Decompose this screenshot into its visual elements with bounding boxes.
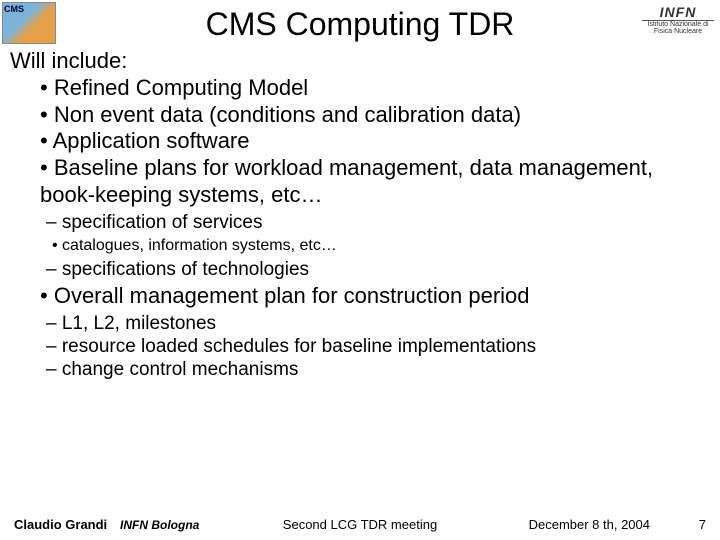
slide: CMS INFN Istituto Nazionale di Fisica Nu… [0,0,720,540]
sub-list-a: specification of services [10,211,710,234]
sub-item: specifications of technologies [46,258,710,281]
bullet-item: Baseline plans for workload management, … [40,155,710,209]
bullet-item: Application software [40,128,710,155]
sub-sub-item: catalogues, information systems, etc… [52,236,710,256]
footer: Claudio Grandi INFN Bologna Second LCG T… [0,510,720,532]
sub-sub-list-a: catalogues, information systems, etc… [10,236,710,256]
slide-title: CMS Computing TDR [0,6,720,43]
intro-text: Will include: [10,48,710,75]
footer-page-number: 7 [699,517,706,532]
bullet-list-top: Refined Computing Model Non event data (… [10,75,710,209]
sub-item: L1, L2, milestones [46,312,710,335]
slide-body: Will include: Refined Computing Model No… [10,48,710,383]
bullet-list-last: Overall management plan for construction… [10,283,710,310]
footer-date: December 8 th, 2004 [529,517,650,532]
bullet-item: Refined Computing Model [40,75,710,102]
sub-list-b: specifications of technologies [10,258,710,281]
bullet-item: Overall management plan for construction… [40,283,710,310]
sub-item: specification of services [46,211,710,234]
sub-item: change control mechanisms [46,358,710,381]
sub-item: resource loaded schedules for baseline i… [46,335,710,358]
last-sub-list: L1, L2, milestones resource loaded sched… [10,312,710,382]
bullet-item: Non event data (conditions and calibrati… [40,102,710,129]
